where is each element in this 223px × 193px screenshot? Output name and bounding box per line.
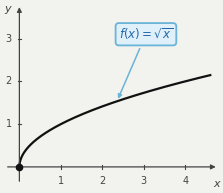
Text: 4: 4 [182, 176, 188, 186]
Text: 1: 1 [58, 176, 64, 186]
Text: y: y [4, 3, 11, 14]
Text: x: x [213, 179, 220, 189]
Text: 1: 1 [6, 119, 12, 129]
Text: 2: 2 [99, 176, 105, 186]
Text: 3: 3 [141, 176, 147, 186]
Text: 3: 3 [6, 34, 12, 43]
Text: $f(x) = \sqrt{x}$: $f(x) = \sqrt{x}$ [118, 26, 173, 97]
Text: 2: 2 [6, 76, 12, 86]
